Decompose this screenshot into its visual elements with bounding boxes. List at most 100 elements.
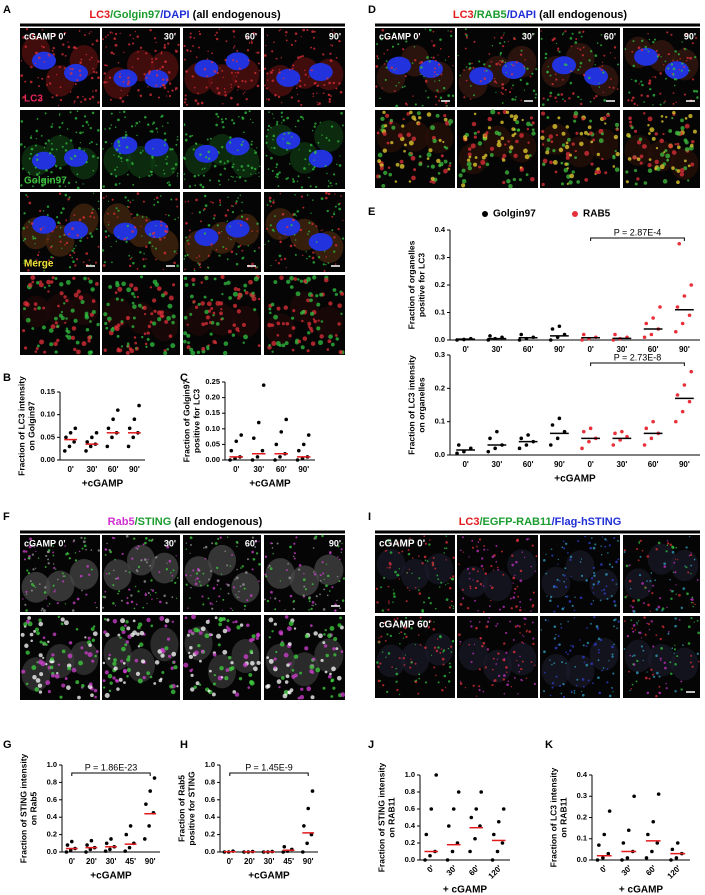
- signal-dot: [251, 634, 256, 639]
- cell-region: [45, 570, 75, 602]
- signal-dot: [646, 94, 650, 98]
- cell-region: [231, 572, 260, 603]
- signal-dot: [256, 230, 258, 232]
- signal-dot: [285, 321, 290, 326]
- signal-dot: [647, 603, 650, 607]
- nucleus: [387, 56, 411, 75]
- signal-dot: [312, 547, 315, 549]
- signal-dot: [302, 595, 306, 598]
- signal-dot: [56, 216, 59, 219]
- signal-dot: [283, 305, 289, 310]
- signal-dot: [276, 306, 281, 311]
- signal-dot: [35, 346, 39, 351]
- signal-dot: [612, 86, 615, 89]
- signal-dot: [579, 141, 584, 147]
- signal-dot: [340, 291, 345, 296]
- signal-dot: [313, 166, 316, 169]
- signal-dot: [103, 312, 108, 317]
- signal-dot: [660, 647, 664, 650]
- signal-dot: [333, 637, 338, 642]
- signal-dot: [515, 120, 520, 125]
- signal-dot: [694, 603, 696, 606]
- signal-dot: [226, 280, 231, 285]
- signal-dot: [511, 127, 516, 131]
- signal-dot: [469, 98, 472, 100]
- signal-dot: [472, 67, 475, 69]
- signal-dot: [506, 178, 511, 184]
- signal-dot: [393, 31, 395, 34]
- signal-dot: [635, 671, 639, 675]
- p-value: P = 1.45E-9: [245, 762, 293, 772]
- signal-dot: [236, 545, 238, 548]
- signal-dot: [519, 53, 523, 56]
- signal-dot: [654, 579, 656, 582]
- x-tick-label: 60': [276, 465, 287, 474]
- signal-dot: [104, 553, 107, 556]
- signal-dot: [80, 237, 83, 239]
- signal-dot: [58, 126, 61, 129]
- signal-dot: [312, 261, 316, 264]
- signal-dot: [499, 54, 502, 56]
- signal-dot: [67, 552, 70, 555]
- signal-dot: [114, 678, 118, 683]
- signal-dot: [637, 46, 641, 50]
- signal-dot: [163, 351, 168, 356]
- signal-dot: [399, 159, 404, 164]
- signal-dot: [254, 167, 257, 171]
- signal-dot: [273, 622, 277, 626]
- panel-letter: K: [545, 739, 553, 751]
- panel-letter: F: [3, 511, 10, 523]
- signal-dot: [657, 541, 661, 545]
- signal-dot: [543, 650, 546, 654]
- signal-dot: [328, 301, 333, 306]
- panel-letter: G: [3, 739, 12, 751]
- signal-dot: [76, 110, 79, 112]
- column-label: cGAMP 0': [24, 31, 66, 41]
- y-tick-label: 0.6: [47, 795, 57, 804]
- signal-dot: [418, 577, 421, 580]
- signal-dot: [248, 110, 251, 113]
- signal-dot: [336, 575, 339, 578]
- signal-dot: [596, 42, 599, 44]
- signal-dot: [384, 543, 386, 545]
- y-axis-label: positive for LC3: [416, 253, 426, 318]
- signal-dot: [132, 183, 135, 186]
- signal-dot: [34, 350, 38, 353]
- signal-dot: [86, 565, 89, 568]
- signal-dot: [271, 547, 274, 549]
- signal-dot: [403, 633, 406, 636]
- signal-dot: [47, 238, 49, 240]
- x-tick-label: 30': [491, 345, 502, 354]
- nucleus: [113, 69, 138, 88]
- signal-dot: [511, 87, 513, 89]
- signal-dot: [603, 54, 606, 57]
- signal-dot: [246, 623, 250, 628]
- signal-dot: [292, 178, 295, 181]
- signal-dot: [252, 121, 254, 124]
- signal-dot: [114, 175, 118, 178]
- signal-dot: [603, 592, 606, 595]
- signal-dot: [43, 591, 47, 594]
- signal-dot: [602, 667, 605, 669]
- signal-dot: [249, 649, 254, 654]
- x-tick-label: 0': [587, 460, 593, 469]
- signal-dot: [293, 557, 296, 560]
- signal-dot: [628, 670, 630, 673]
- signal-dot: [212, 313, 215, 317]
- data-point: [284, 417, 289, 422]
- signal-dot: [87, 335, 92, 340]
- signal-dot: [608, 563, 611, 566]
- signal-dot: [573, 617, 576, 619]
- signal-dot: [600, 545, 602, 547]
- data-point: [611, 443, 616, 447]
- signal-dot: [479, 636, 482, 640]
- signal-dot: [694, 36, 698, 39]
- signal-dot: [385, 549, 388, 552]
- signal-dot: [76, 234, 79, 237]
- signal-dot: [512, 639, 515, 641]
- signal-dot: [38, 618, 42, 622]
- signal-dot: [237, 71, 240, 74]
- signal-dot: [126, 82, 130, 86]
- signal-dot: [581, 678, 585, 681]
- signal-dot: [173, 250, 176, 253]
